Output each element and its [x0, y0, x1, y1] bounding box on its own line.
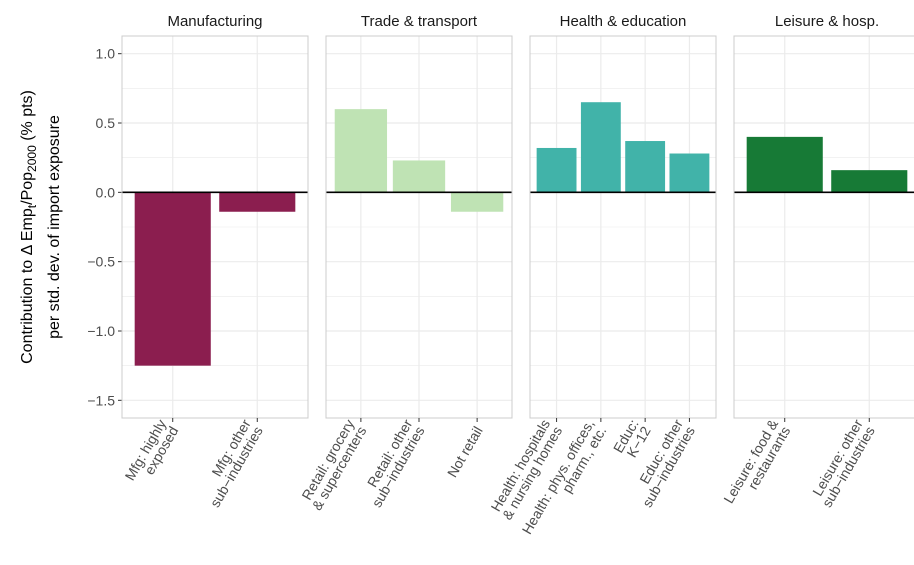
- bar: [625, 141, 666, 193]
- x-tick-label: Educ:K−12: [610, 416, 654, 462]
- bar: [580, 102, 621, 193]
- y-axis-title-part: t: [25, 204, 39, 208]
- panel-border: [529, 35, 717, 419]
- facet-panel: Leisure & hosp. Leisure: food &restaurant…: [720, 7, 914, 513]
- y-axis-title: Contribution to Δ Empt/Pop2000 (% pts) pe…: [19, 90, 63, 364]
- x-tick-label: Leisure: food &restaurants: [720, 416, 793, 513]
- facet-title: Leisure & hosp.: [775, 13, 879, 30]
- facet-strip: [326, 7, 512, 35]
- facet-title: Health & education: [560, 13, 687, 30]
- facet-panel: Manufacturing Mfg: highlyexposed Mfg: othe…: [121, 7, 309, 510]
- bar: [219, 192, 296, 212]
- bar: [669, 153, 710, 193]
- y-tick-label: 0.5: [96, 115, 116, 131]
- bar: [450, 192, 504, 212]
- y-axis-title-part: Contribution to Δ Emp: [19, 208, 36, 364]
- y-axis-title-part: (% pts): [19, 90, 36, 145]
- facet-strip: [734, 7, 914, 35]
- panel-border: [121, 35, 309, 419]
- bar: [831, 170, 908, 193]
- panel-border: [733, 35, 914, 419]
- x-tick-label: Not retail: [444, 424, 486, 481]
- y-tick-label: 0.0: [96, 184, 116, 200]
- x-tick-label: Mfg: highlyexposed: [121, 417, 181, 491]
- y-axis-title-part: 2000: [25, 145, 39, 172]
- bar: [334, 109, 388, 193]
- facet-title: Trade & transport: [361, 13, 478, 30]
- y-axis-title-line-2: per std. dev. of import exposure: [46, 115, 63, 339]
- facet-panels: Manufacturing Mfg: highlyexposed Mfg: othe…: [121, 7, 914, 537]
- bar: [134, 192, 211, 366]
- y-tick-label: 1.0: [96, 46, 116, 62]
- y-axis-title-line-1: Contribution to Δ Empt/Pop2000 (% pts): [19, 90, 39, 364]
- y-tick-label: −1.5: [87, 392, 115, 408]
- x-tick-label: Retail: grocery& supercenters: [296, 417, 369, 514]
- bar: [392, 160, 446, 193]
- y-axis-title-part: /Pop: [19, 172, 36, 205]
- facet-panel: Trade & transport Retail: grocery& superc…: [296, 7, 513, 514]
- facet-title: Manufacturing: [167, 13, 262, 30]
- y-axis: −1.5 −1.0 −0.5 0.0 0.5 1.0: [87, 46, 122, 408]
- x-tick-label: Leisure: othersub−industries: [807, 416, 878, 510]
- bar: [536, 147, 577, 193]
- y-tick-label: −0.5: [87, 254, 115, 270]
- facet-strip: [530, 7, 716, 35]
- y-tick-label: −1.0: [87, 323, 115, 339]
- bar: [746, 136, 823, 193]
- x-tick-label: Mfg: othersub−industries: [195, 416, 266, 510]
- x-tick-label-line: Not retail: [444, 424, 486, 481]
- facet-strip: [122, 7, 308, 35]
